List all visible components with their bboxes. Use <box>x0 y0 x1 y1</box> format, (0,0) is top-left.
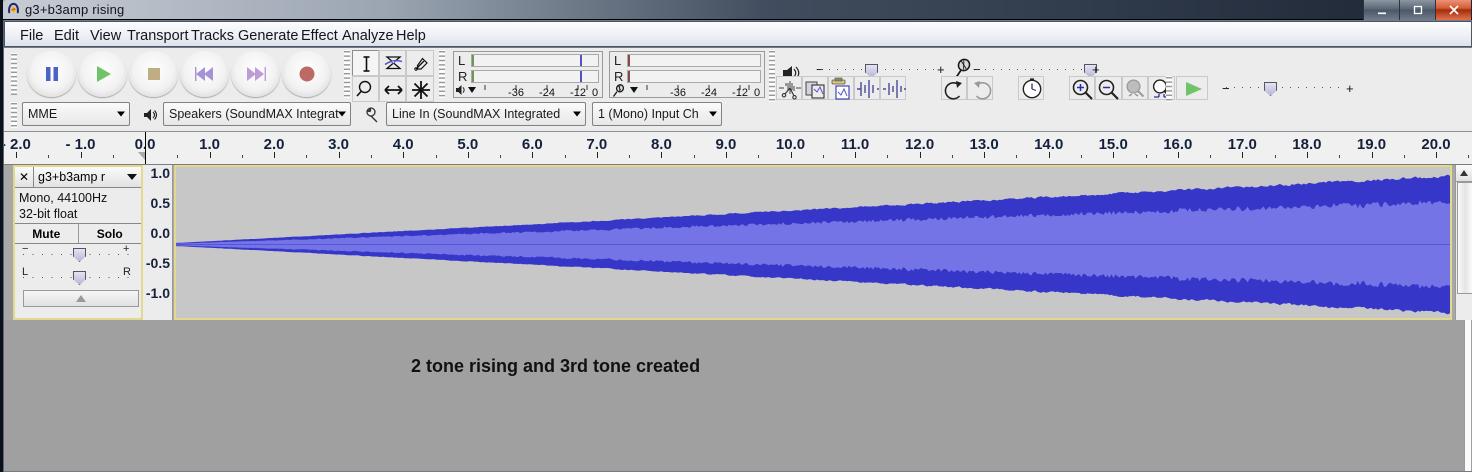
svg-text:-24: -24 <box>539 87 555 97</box>
svg-text:0: 0 <box>754 87 760 97</box>
svg-text:-24: -24 <box>701 87 717 97</box>
svg-text:-36: -36 <box>670 87 686 97</box>
svg-text:-12: -12 <box>570 87 586 97</box>
svg-text:0: 0 <box>592 87 598 97</box>
svg-text:-36: -36 <box>508 87 524 97</box>
svg-text:-12: -12 <box>732 87 748 97</box>
